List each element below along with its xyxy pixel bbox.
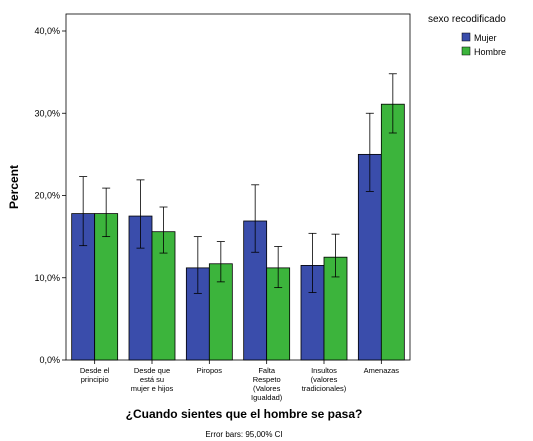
legend-swatch-hombre <box>461 46 471 56</box>
x-tick-label: Desde el principio <box>80 366 110 384</box>
legend-title: sexo recodificado <box>428 14 506 25</box>
bars <box>71 73 405 361</box>
y-tick-label: 20,0% <box>34 191 60 201</box>
plot-area <box>65 13 411 361</box>
x-axis: Desde el principio Desde que está su mujer e… <box>80 360 399 402</box>
y-axis: 0,0% 10,0% 20,0% 30,0% 40,0% <box>34 26 66 365</box>
legend-label-mujer: Mujer <box>474 33 497 43</box>
y-tick-label: 40,0% <box>34 26 60 36</box>
x-tick-label: Amenazas <box>364 366 400 375</box>
legend: sexo recodificado Mujer Hombre <box>428 14 506 57</box>
x-tick-label: Falta Respeto (Valores Igualdad) <box>251 366 283 402</box>
y-axis-label: Percent <box>7 165 21 209</box>
error-bars-note: Error bars: 95,00% CI <box>205 430 282 439</box>
y-tick-label: 30,0% <box>34 108 60 118</box>
x-tick-label: Piropos <box>197 366 223 375</box>
x-tick-label: Insultos (valores tradicionales) <box>302 366 347 393</box>
y-tick-label: 10,0% <box>34 273 60 283</box>
legend-label-hombre: Hombre <box>474 47 506 57</box>
y-tick-label: 0,0% <box>39 355 60 365</box>
legend-swatch-mujer <box>461 32 471 42</box>
bar-hombre <box>380 103 405 361</box>
x-tick-label: Desde que está su mujer e hijos <box>131 366 174 393</box>
x-axis-label: ¿Cuando sientes que el hombre se pasa? <box>126 407 363 421</box>
